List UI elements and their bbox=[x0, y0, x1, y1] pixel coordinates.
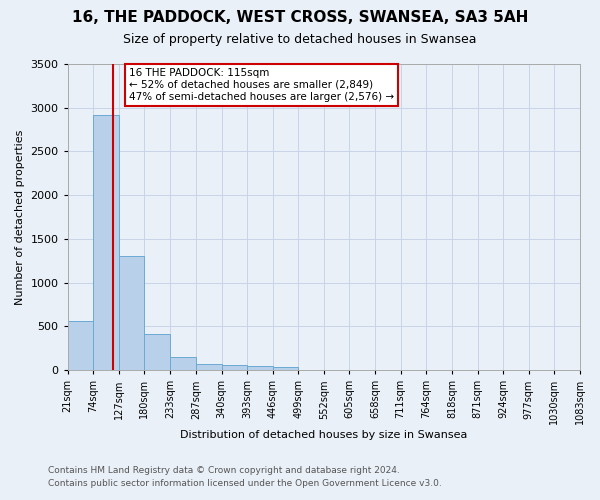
Bar bbox=[221, 366, 247, 370]
Bar bbox=[93, 114, 119, 370]
Bar bbox=[119, 256, 145, 370]
Bar bbox=[68, 321, 93, 370]
Bar bbox=[273, 366, 298, 370]
Bar bbox=[247, 366, 273, 370]
Text: 16, THE PADDOCK, WEST CROSS, SWANSEA, SA3 5AH: 16, THE PADDOCK, WEST CROSS, SWANSEA, SA… bbox=[72, 10, 528, 25]
Y-axis label: Number of detached properties: Number of detached properties bbox=[15, 130, 25, 305]
Text: Size of property relative to detached houses in Swansea: Size of property relative to detached ho… bbox=[123, 32, 477, 46]
Text: 16 THE PADDOCK: 115sqm
← 52% of detached houses are smaller (2,849)
47% of semi-: 16 THE PADDOCK: 115sqm ← 52% of detached… bbox=[129, 68, 394, 102]
Bar bbox=[145, 334, 170, 370]
Bar bbox=[196, 364, 221, 370]
X-axis label: Distribution of detached houses by size in Swansea: Distribution of detached houses by size … bbox=[180, 430, 467, 440]
Bar bbox=[170, 356, 196, 370]
Text: Contains HM Land Registry data © Crown copyright and database right 2024.
Contai: Contains HM Land Registry data © Crown c… bbox=[48, 466, 442, 487]
